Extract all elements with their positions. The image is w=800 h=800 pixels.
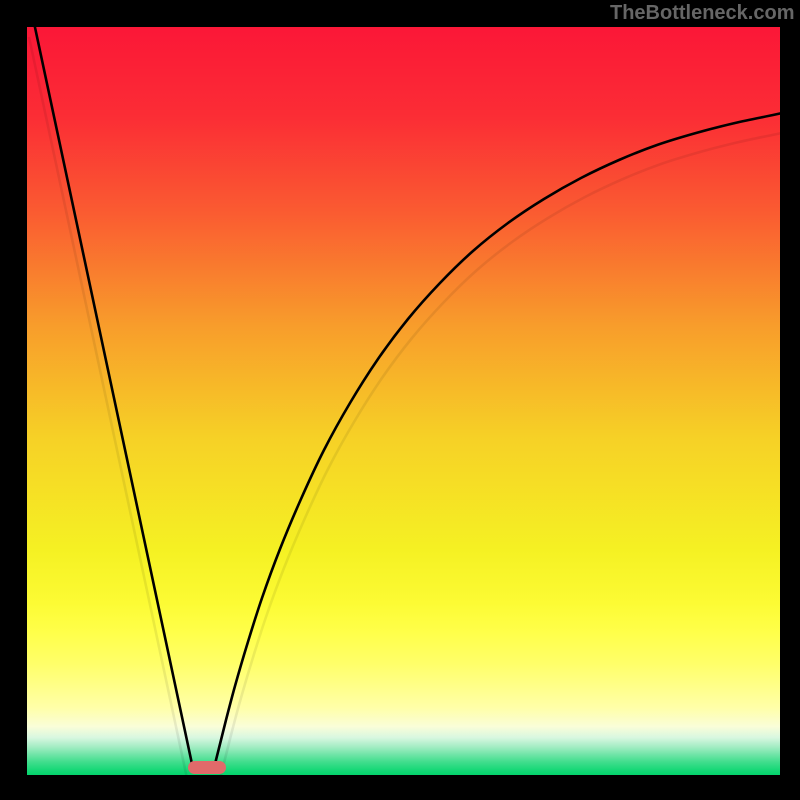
watermark-text: TheBottleneck.com — [610, 2, 794, 25]
bottleneck-marker — [188, 761, 226, 774]
chart-background-gradient — [27, 27, 780, 775]
bottleneck-chart: TheBottleneck.com — [0, 0, 800, 800]
